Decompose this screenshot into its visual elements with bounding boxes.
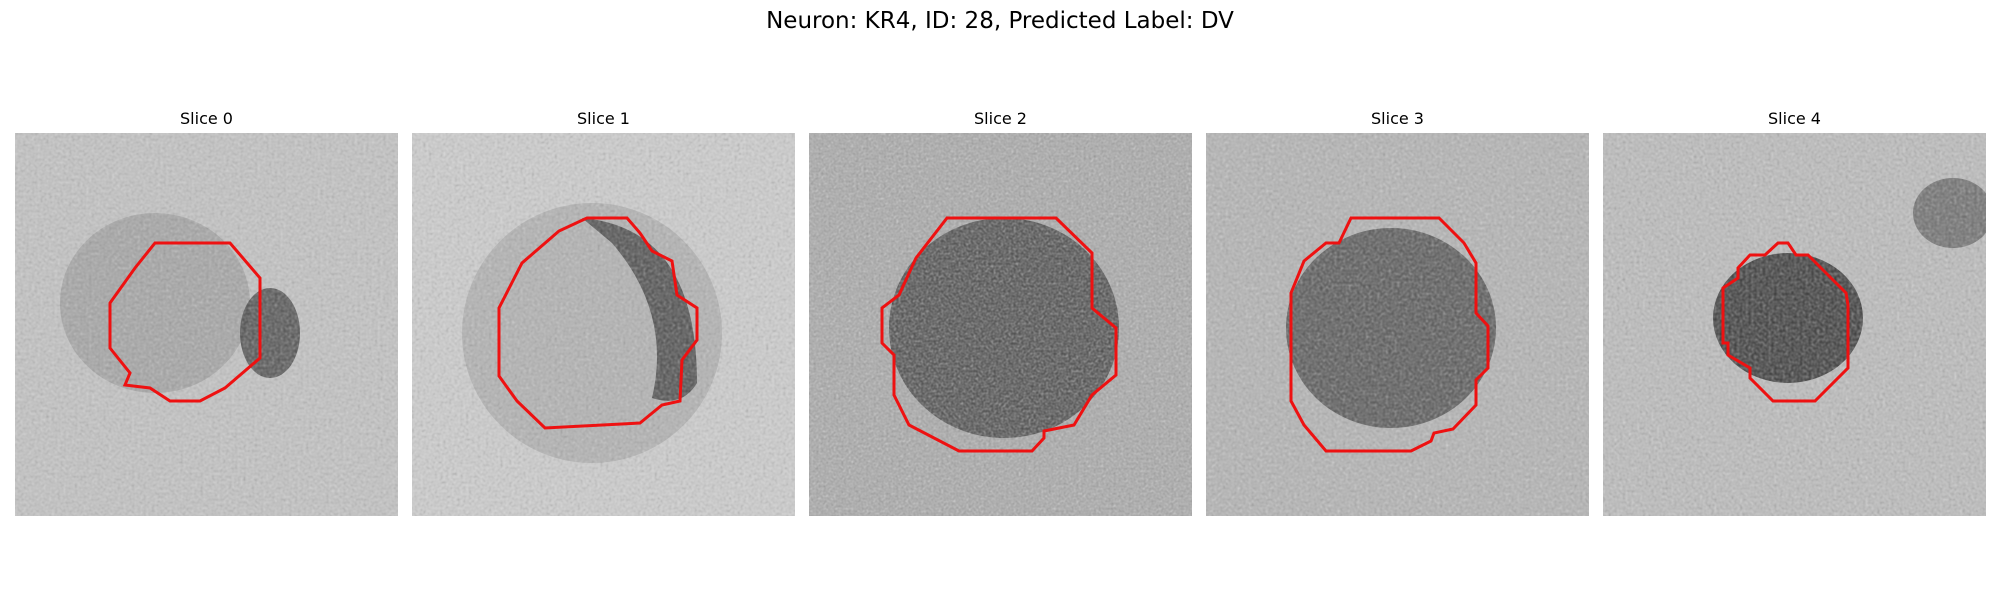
roi-contour [880, 216, 1118, 453]
roi-contour [108, 241, 262, 403]
slice-title-3: Slice 3 [1371, 109, 1424, 128]
slice-image-0 [15, 133, 398, 516]
slice-title-1: Slice 1 [577, 109, 630, 128]
slice-image-2 [809, 133, 1192, 516]
figure-title: Neuron: KR4, ID: 28, Predicted Label: DV [766, 8, 1234, 34]
slice-image-4 [1603, 133, 1986, 516]
slice-panel-3: Slice 3 [1206, 108, 1589, 516]
slice-panel-4: Slice 4 [1603, 108, 1986, 516]
slice-title-0: Slice 0 [180, 109, 233, 128]
slice-image-1 [412, 133, 795, 516]
slice-panel-0: Slice 0 [15, 108, 398, 516]
roi-contour [1289, 216, 1490, 453]
slice-panel-1: Slice 1 [412, 108, 795, 516]
slice-title-2: Slice 2 [974, 109, 1027, 128]
slice-title-4: Slice 4 [1768, 109, 1821, 128]
slice-image-3 [1206, 133, 1589, 516]
roi-contour [1721, 241, 1850, 403]
roi-contour [497, 216, 699, 430]
slice-panel-2: Slice 2 [809, 108, 1192, 516]
